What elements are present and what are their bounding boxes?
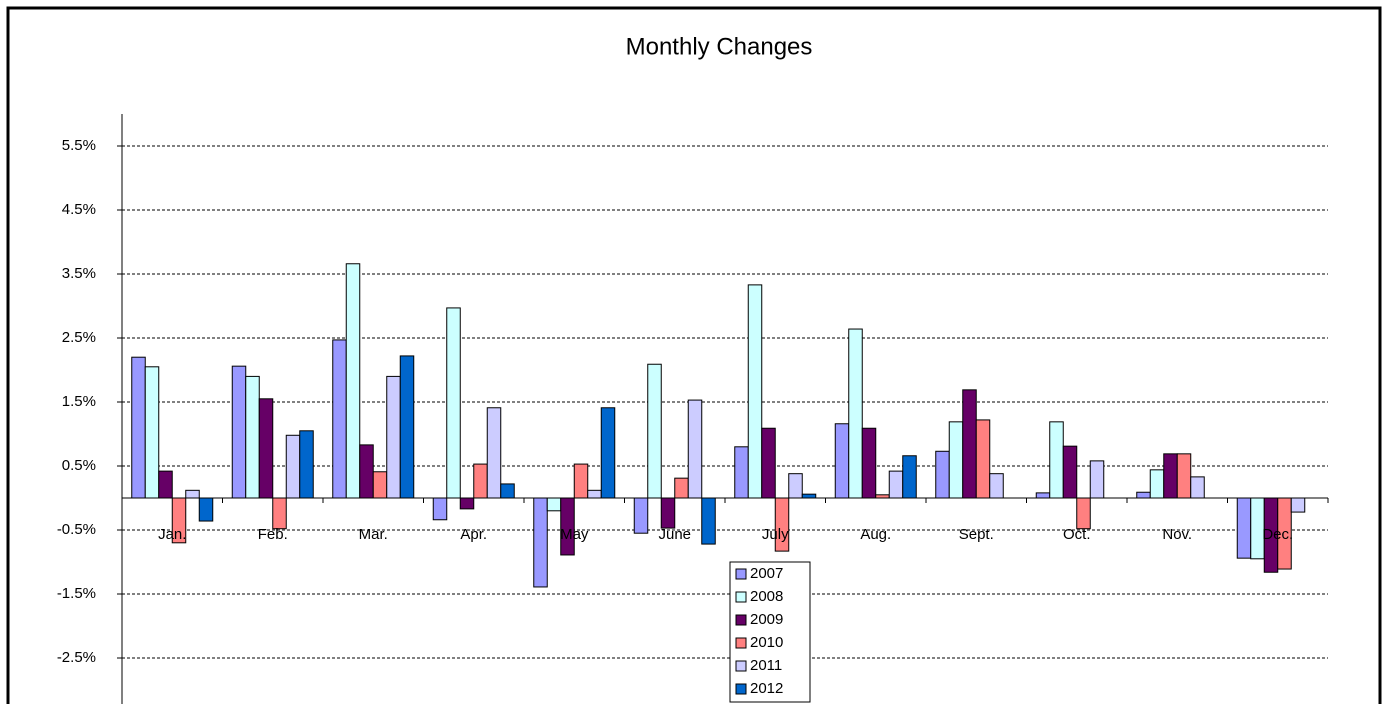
bar (687, 399, 703, 499)
legend-swatch (735, 614, 747, 626)
bar (198, 497, 214, 522)
bar (473, 463, 488, 499)
x-tick-label: Feb. (258, 526, 288, 543)
bar (747, 284, 763, 499)
bar (774, 497, 790, 552)
bar (1236, 497, 1252, 559)
bar (332, 339, 347, 499)
x-tick-label: May (560, 526, 589, 543)
bar (734, 446, 749, 499)
x-tick-label: June (658, 526, 691, 543)
bar (1076, 497, 1091, 530)
bar (231, 365, 247, 499)
bar (272, 497, 287, 530)
legend-label: 2011 (750, 657, 782, 674)
bar (660, 497, 676, 529)
bar (1136, 491, 1151, 499)
bar (299, 430, 314, 499)
y-tick-label: 4.5% (62, 201, 96, 218)
bar (1163, 453, 1178, 499)
bar (1176, 453, 1192, 499)
bar (647, 363, 662, 499)
bar (633, 497, 649, 534)
bar (345, 263, 361, 499)
bar (1049, 421, 1064, 499)
y-tick-label: 3.5% (62, 265, 96, 282)
x-tick-label: Aug. (860, 526, 891, 543)
bar (359, 444, 374, 499)
legend-swatch (735, 568, 747, 580)
y-tick-label: -2.5% (57, 649, 96, 666)
legend-label: 2008 (750, 588, 783, 605)
bar (788, 473, 803, 499)
legend-box (729, 561, 811, 703)
x-tick-label: Nov. (1162, 526, 1192, 543)
bar (500, 483, 515, 499)
bar (432, 497, 448, 521)
bar (902, 455, 917, 499)
y-tick-label: -1.5% (57, 585, 96, 602)
bar (1035, 492, 1051, 499)
bar (546, 497, 562, 512)
y-tick-label: -0.5% (57, 521, 96, 538)
legend-swatch (735, 591, 747, 603)
bar (533, 497, 548, 588)
bar (372, 471, 388, 499)
legend-label: 2009 (750, 611, 783, 628)
bar (399, 355, 415, 499)
bar (834, 423, 850, 499)
bar (989, 473, 1004, 499)
chart-title: Monthly Changes (626, 33, 813, 60)
bar (600, 407, 616, 499)
bar (948, 421, 964, 499)
bar (975, 419, 991, 499)
bar (245, 375, 260, 499)
legend-swatch (735, 683, 747, 695)
bar (761, 427, 776, 499)
bar (861, 427, 877, 499)
bar (573, 463, 589, 499)
y-tick-label: 0.5% (62, 457, 96, 474)
y-tick-label: 5.5% (62, 137, 96, 154)
bar (459, 497, 475, 510)
bar (962, 389, 977, 499)
chart-frame (6, 6, 1382, 704)
bar (848, 328, 863, 499)
bar (185, 489, 200, 499)
x-tick-label: Oct. (1063, 526, 1091, 543)
y-tick-label: 1.5% (62, 393, 96, 410)
x-tick-label: Jan. (158, 526, 186, 543)
bar (701, 497, 716, 545)
legend-swatch (735, 637, 747, 649)
x-tick-label: Sept. (959, 526, 994, 543)
bar (1062, 445, 1078, 499)
bar (446, 307, 461, 499)
bar (144, 366, 160, 499)
bar (1290, 497, 1306, 513)
x-tick-label: Dec. (1262, 526, 1293, 543)
bar (1190, 476, 1205, 499)
bar (935, 450, 950, 499)
x-tick-label: Mar. (359, 526, 388, 543)
legend-label: 2007 (750, 565, 783, 582)
bar (1149, 469, 1165, 499)
y-tick-label: 2.5% (62, 329, 96, 346)
bar (486, 407, 502, 499)
bar (158, 470, 173, 499)
legend-label: 2010 (750, 634, 783, 651)
bar (258, 398, 274, 499)
bar (386, 375, 401, 499)
bar (888, 470, 904, 499)
bar (801, 493, 817, 499)
x-tick-label: Apr. (460, 526, 487, 543)
legend-swatch (735, 660, 747, 672)
x-tick-label: July (762, 526, 789, 543)
bar (285, 434, 301, 499)
bar (131, 356, 146, 499)
legend-label: 2012 (750, 680, 783, 697)
bar (674, 477, 689, 499)
bar (587, 489, 602, 499)
bar (1089, 460, 1105, 499)
